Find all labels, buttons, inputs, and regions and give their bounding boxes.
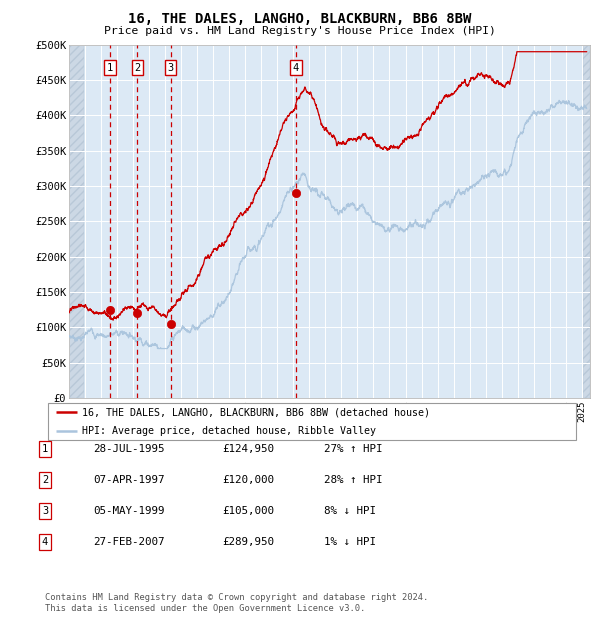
Text: 27-FEB-2007: 27-FEB-2007 <box>93 537 164 547</box>
Text: £105,000: £105,000 <box>222 506 274 516</box>
Text: 1% ↓ HPI: 1% ↓ HPI <box>324 537 376 547</box>
Text: 4: 4 <box>293 63 299 73</box>
Text: 2: 2 <box>134 63 140 73</box>
Text: 1: 1 <box>42 444 48 454</box>
Text: 2: 2 <box>42 475 48 485</box>
Text: 27% ↑ HPI: 27% ↑ HPI <box>324 444 383 454</box>
Text: HPI: Average price, detached house, Ribble Valley: HPI: Average price, detached house, Ribb… <box>82 426 376 436</box>
Text: 28% ↑ HPI: 28% ↑ HPI <box>324 475 383 485</box>
Text: £124,950: £124,950 <box>222 444 274 454</box>
Text: 16, THE DALES, LANGHO, BLACKBURN, BB6 8BW (detached house): 16, THE DALES, LANGHO, BLACKBURN, BB6 8B… <box>82 407 430 417</box>
Text: Price paid vs. HM Land Registry's House Price Index (HPI): Price paid vs. HM Land Registry's House … <box>104 26 496 36</box>
Text: 3: 3 <box>42 506 48 516</box>
Text: £289,950: £289,950 <box>222 537 274 547</box>
Text: 1: 1 <box>107 63 113 73</box>
Text: 16, THE DALES, LANGHO, BLACKBURN, BB6 8BW: 16, THE DALES, LANGHO, BLACKBURN, BB6 8B… <box>128 12 472 27</box>
Text: 07-APR-1997: 07-APR-1997 <box>93 475 164 485</box>
Text: 28-JUL-1995: 28-JUL-1995 <box>93 444 164 454</box>
Text: £120,000: £120,000 <box>222 475 274 485</box>
Text: 8% ↓ HPI: 8% ↓ HPI <box>324 506 376 516</box>
Bar <box>69 45 84 398</box>
Text: 4: 4 <box>42 537 48 547</box>
Bar <box>583 45 590 398</box>
Text: Contains HM Land Registry data © Crown copyright and database right 2024.
This d: Contains HM Land Registry data © Crown c… <box>45 593 428 613</box>
Text: 3: 3 <box>167 63 174 73</box>
Text: 05-MAY-1999: 05-MAY-1999 <box>93 506 164 516</box>
